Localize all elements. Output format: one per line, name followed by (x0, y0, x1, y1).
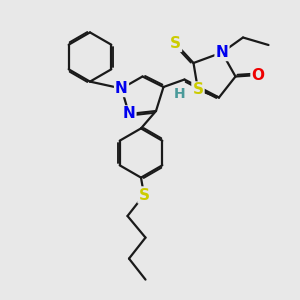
Text: N: N (123, 106, 135, 122)
Text: N: N (115, 81, 128, 96)
Text: H: H (173, 87, 185, 101)
Text: S: S (170, 36, 181, 51)
Text: S: S (139, 188, 149, 202)
Text: S: S (193, 82, 203, 98)
Text: O: O (251, 68, 265, 82)
Text: N: N (216, 45, 228, 60)
